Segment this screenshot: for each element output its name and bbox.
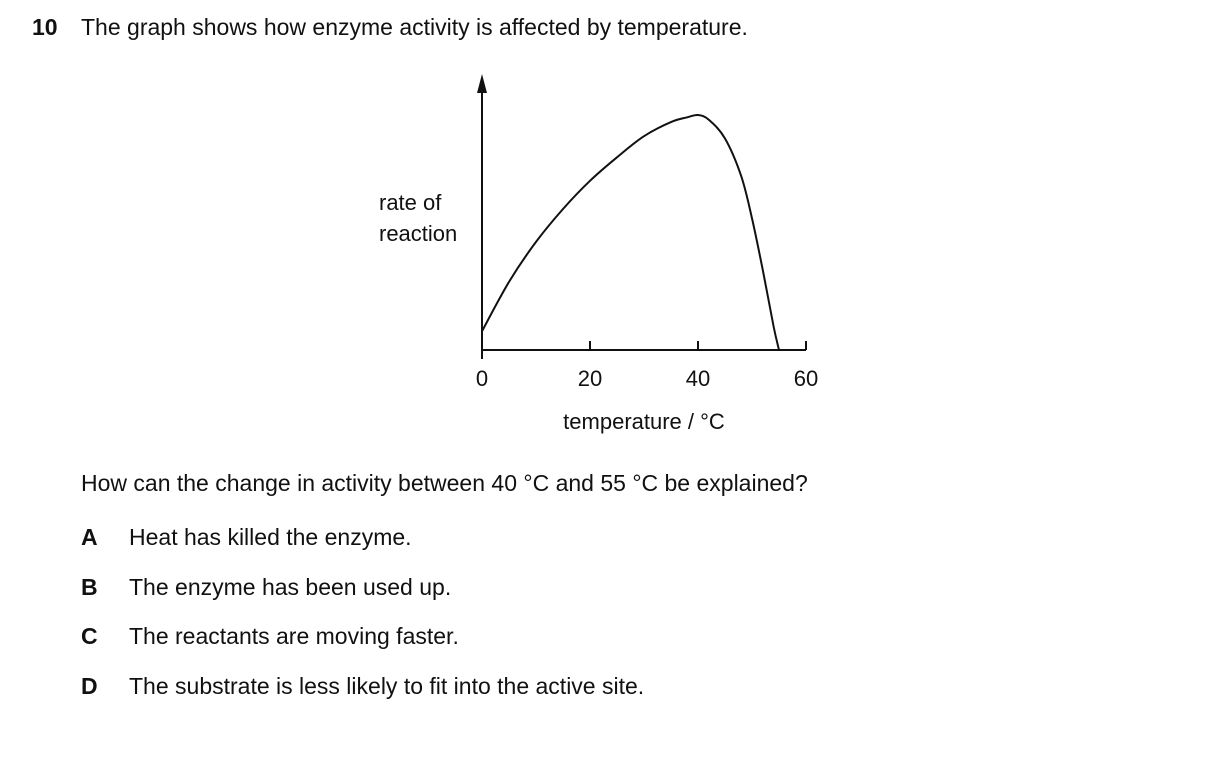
question-number: 10 xyxy=(32,14,58,40)
y-axis-label-line-1: rate of xyxy=(379,190,442,215)
option-letter: A xyxy=(81,524,98,550)
option-letter: C xyxy=(81,623,98,649)
x-tick-label: 20 xyxy=(578,366,602,391)
enzyme-activity-graph: 0 20 40 60 rate of reaction temperature / °… xyxy=(379,74,818,434)
option-letter: B xyxy=(81,574,98,600)
x-tick-label: 60 xyxy=(794,366,818,391)
option-text: The enzyme has been used up. xyxy=(129,574,452,600)
x-axis-label: temperature / °C xyxy=(563,409,725,434)
y-axis-label-line-2: reaction xyxy=(379,221,457,246)
x-tick-label: 0 xyxy=(476,366,488,391)
option-text: The substrate is less likely to fit into… xyxy=(129,673,645,699)
question-intro: The graph shows how enzyme activity is a… xyxy=(81,14,748,40)
x-tick-label: 40 xyxy=(686,366,710,391)
y-axis-arrowhead xyxy=(477,74,487,93)
question-prompt: How can the change in activity between 4… xyxy=(81,470,808,496)
rate-curve xyxy=(481,113,780,351)
option-letter: D xyxy=(81,673,98,699)
option-text: The reactants are moving faster. xyxy=(129,623,459,649)
option-text: Heat has killed the enzyme. xyxy=(129,524,412,550)
